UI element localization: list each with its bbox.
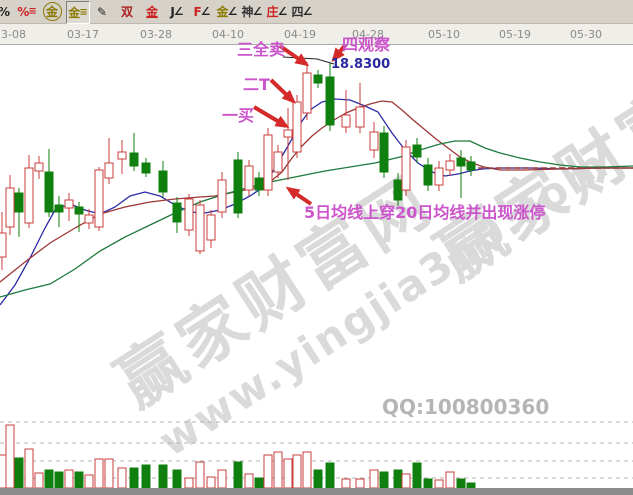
j-indicator-icon[interactable]: J ∠	[170, 4, 184, 19]
date-axis: 3-08 03-17 03-28 04-10 04-19 04-28 05-10 05-19 0…	[0, 23, 633, 45]
gold-underline-icon[interactable]: 金	[145, 4, 158, 19]
date-tick-label: 04-28	[352, 28, 384, 41]
bottom-strip	[0, 488, 633, 495]
shuang-indicator-icon[interactable]: 双	[120, 4, 133, 19]
percent-icon[interactable]: %	[0, 1, 15, 22]
annotation-one-buy: 一买	[222, 106, 255, 125]
candlesticks	[0, 62, 476, 270]
gold-circle-icon[interactable]: 金	[41, 1, 63, 22]
zhuang-indicator-icon[interactable]: 庄 ∠	[266, 4, 288, 19]
gold-lines-icon[interactable]: 金 ≡	[66, 1, 90, 24]
volume-bars	[0, 424, 476, 489]
date-tick-label: 05-10	[428, 28, 460, 41]
peak-price-label: 18.8300	[331, 57, 391, 72]
gold-angle-icon[interactable]: 金 ∠	[216, 4, 238, 19]
f-indicator-icon[interactable]: F ∠	[193, 4, 211, 19]
toolbar: %%≡金金≡✎双金J∠F∠金∠神∠庄∠四∠	[0, 0, 633, 24]
date-tick-label: 04-19	[284, 28, 316, 41]
annotation-two-t: 二T	[243, 75, 270, 94]
annotation-ma-cross-note: 5日均线上穿20日均线并出现涨停	[304, 203, 546, 222]
date-tick-label: 05-30	[570, 28, 602, 41]
peak-price-marker-line	[282, 56, 335, 65]
annotation-observe-four: 四观察	[342, 35, 391, 54]
date-tick-label: 05-19	[499, 28, 531, 41]
brush-icon[interactable]: ✎	[96, 4, 108, 19]
annotation-sell-three: 三全卖	[237, 40, 286, 59]
date-tick-label: 03-17	[67, 28, 99, 41]
date-tick-label: 03-28	[140, 28, 172, 41]
percent-lines-icon[interactable]: % ≡	[17, 4, 37, 19]
date-tick-label: 3-08	[1, 28, 26, 41]
date-tick-label: 04-10	[212, 28, 244, 41]
shen-indicator-icon[interactable]: 神 ∠	[241, 4, 263, 19]
qq-watermark: QQ:100800360	[382, 395, 550, 419]
si-indicator-icon[interactable]: 四 ∠	[291, 4, 313, 19]
